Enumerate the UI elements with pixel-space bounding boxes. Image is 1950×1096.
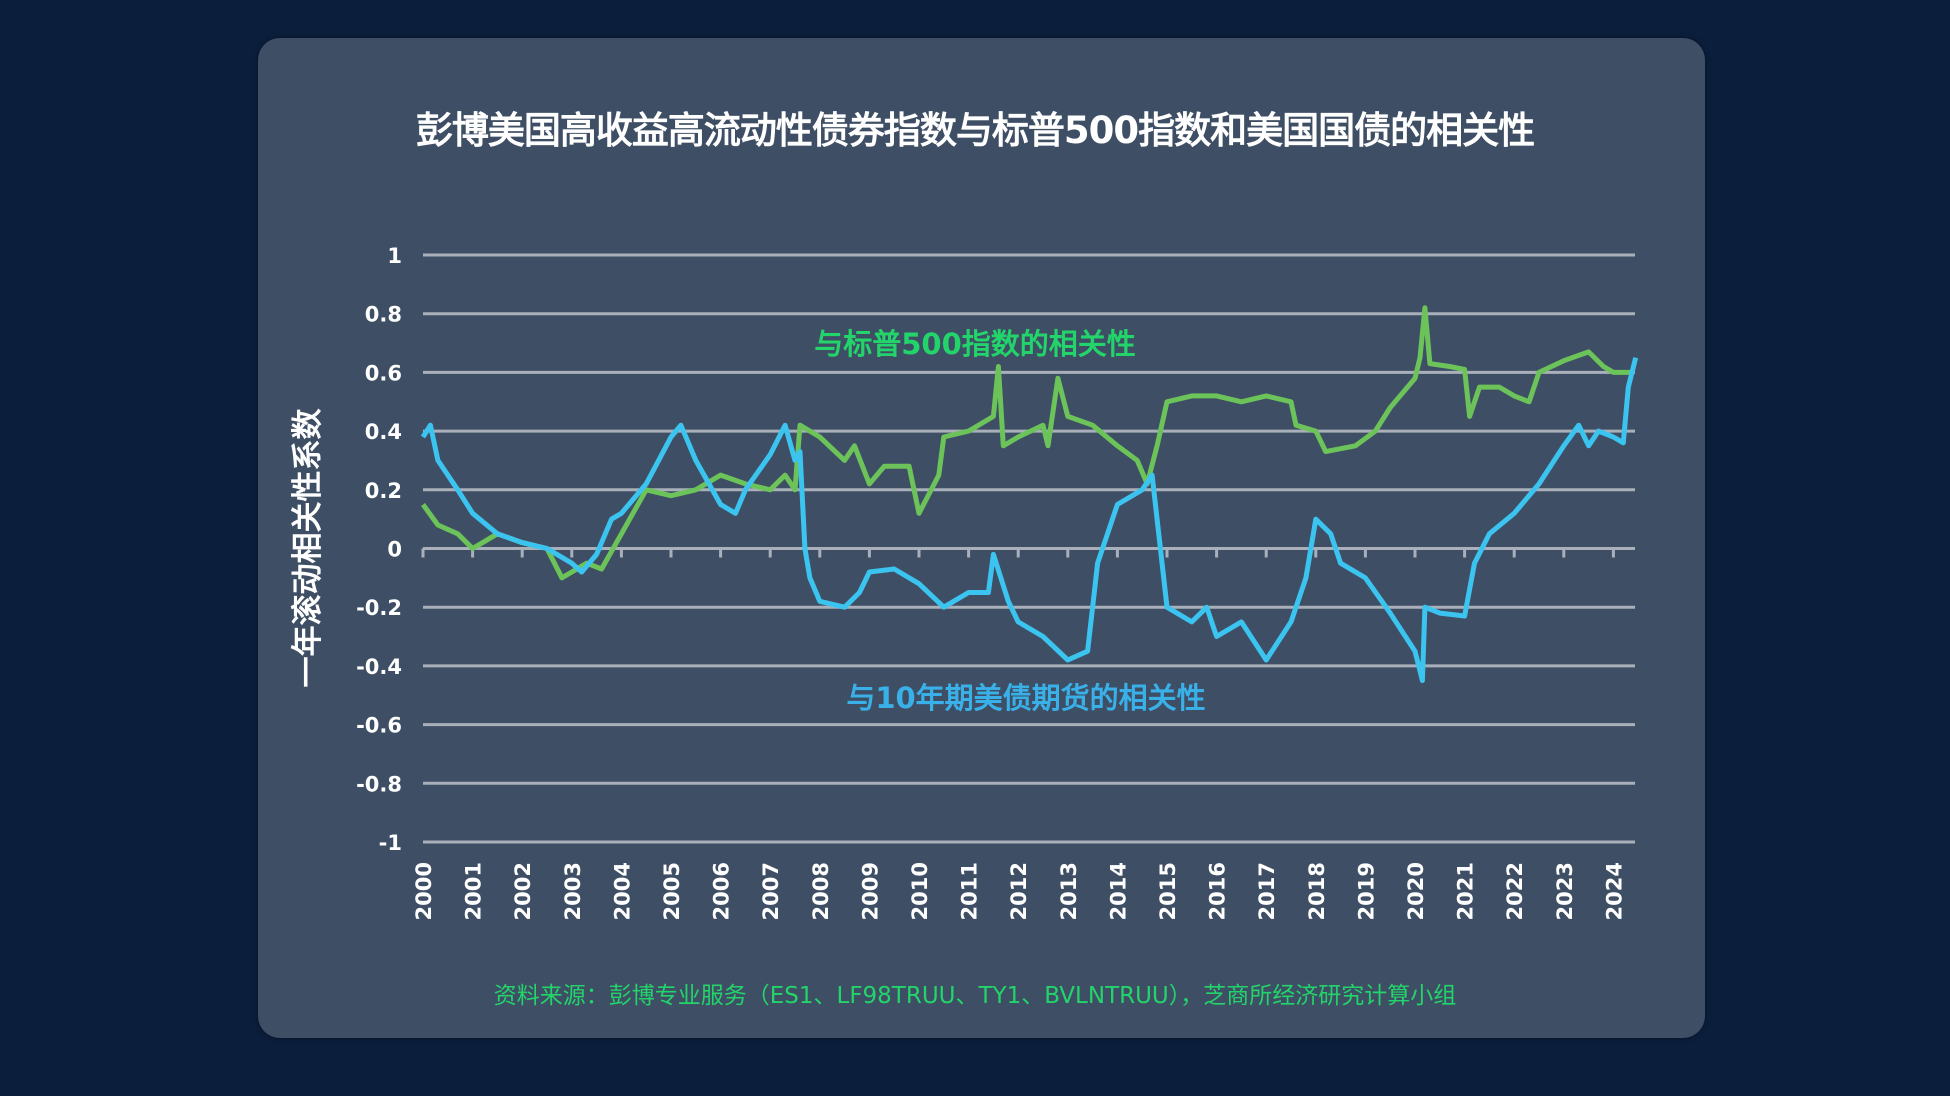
- treasury-line: [420, 357, 1639, 684]
- x-tick-label: 2013: [1057, 862, 1081, 920]
- x-tick-label: 2017: [1255, 862, 1279, 920]
- y-tick-label: -1: [379, 831, 402, 855]
- y-tick-label: -0.2: [356, 596, 402, 620]
- x-tick-label: 2019: [1354, 862, 1378, 920]
- x-tick-label: 2003: [561, 862, 585, 920]
- sp500-series-label: 与标普500指数的相关性: [814, 327, 1136, 361]
- y-tick-label: -0.4: [356, 655, 402, 679]
- x-tick-label: 2015: [1156, 862, 1180, 920]
- x-tick-label: 2020: [1404, 862, 1428, 920]
- x-tick-label: 2009: [858, 862, 882, 920]
- x-tick-label: 2016: [1206, 862, 1230, 920]
- x-tick-label: 2022: [1503, 862, 1527, 920]
- y-tick-label: 0.6: [365, 361, 402, 385]
- x-tick-label: 2007: [759, 862, 783, 920]
- x-tick-label: 2018: [1305, 862, 1329, 920]
- x-tick-label: 2010: [908, 862, 932, 920]
- x-tick-label: 2023: [1553, 862, 1577, 920]
- x-tick-label: 2011: [958, 862, 982, 920]
- y-tick-label: -0.8: [356, 772, 402, 796]
- y-tick-label: 0.4: [365, 420, 402, 444]
- x-tick-label: 2004: [610, 862, 634, 920]
- source-footnote: 资料来源：彭博专业服务（ES1、LF98TRUU、TY1、BVLNTRUU），芝…: [493, 983, 1457, 1009]
- y-tick-label: 0: [387, 538, 402, 562]
- x-tick-label: 2012: [1007, 862, 1031, 920]
- chart-title: 彭博美国高收益高流动性债券指数与标普500指数和美国国债的相关性: [415, 109, 1535, 152]
- x-tick-label: 2005: [660, 862, 684, 920]
- treasury-series-label: 与10年期美债期货的相关性: [846, 681, 1205, 715]
- x-tick-label: 2014: [1106, 862, 1130, 920]
- y-axis-label: 一年滚动相关性系数: [290, 409, 326, 688]
- y-tick-label: -0.6: [356, 714, 402, 738]
- x-tick-label: 2021: [1454, 862, 1478, 920]
- y-tick-label: 0.8: [365, 303, 402, 327]
- chart-card: [258, 38, 1705, 1038]
- x-tick-label: 2001: [462, 862, 486, 920]
- x-tick-label: 2000: [412, 862, 436, 920]
- x-tick-label: 2024: [1602, 862, 1626, 920]
- x-tick-label: 2006: [710, 862, 734, 920]
- y-tick-label: 0.2: [365, 479, 402, 503]
- x-tick-label: 2008: [809, 862, 833, 920]
- sp500-line: [420, 305, 1634, 581]
- y-tick-label: 1: [387, 244, 402, 268]
- x-tick-label: 2002: [511, 862, 535, 920]
